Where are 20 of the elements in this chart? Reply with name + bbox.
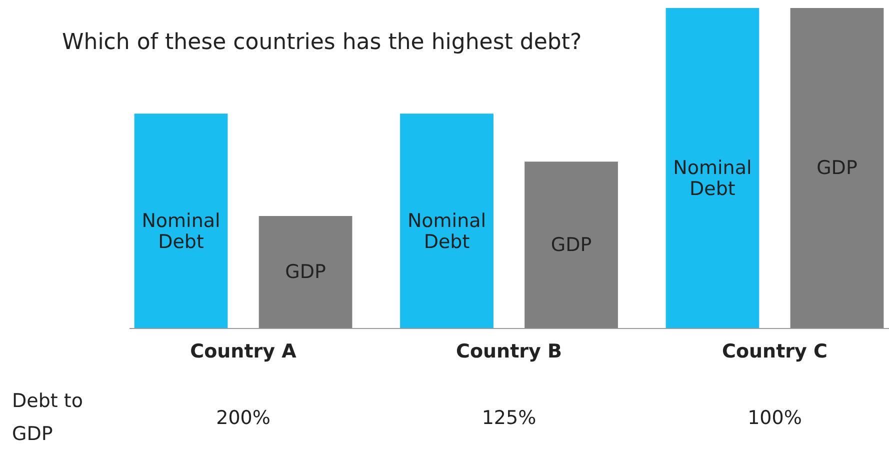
series-label: GDP	[285, 261, 326, 283]
bar	[258, 216, 352, 328]
text: Debt to GDP	[12, 389, 84, 447]
text: Which of these countries has the highest debt?	[62, 30, 582, 55]
text: Nominal Debt	[407, 210, 486, 253]
text: 100%	[748, 407, 802, 429]
x-tick-label: Country C	[722, 340, 828, 362]
text: GDP	[550, 234, 592, 256]
text: 125%	[482, 407, 536, 429]
x-tick-label: Country A	[190, 340, 297, 362]
text: Nominal Debt	[673, 157, 752, 200]
series-label: Nominal Debt	[142, 210, 220, 253]
bar	[790, 8, 884, 328]
bar	[400, 114, 494, 328]
x-tick-label: Country B	[456, 340, 562, 362]
bar	[134, 114, 228, 328]
bar	[666, 8, 760, 328]
text: 200%	[216, 407, 270, 429]
bar	[524, 162, 618, 328]
text: GDP	[816, 157, 858, 179]
